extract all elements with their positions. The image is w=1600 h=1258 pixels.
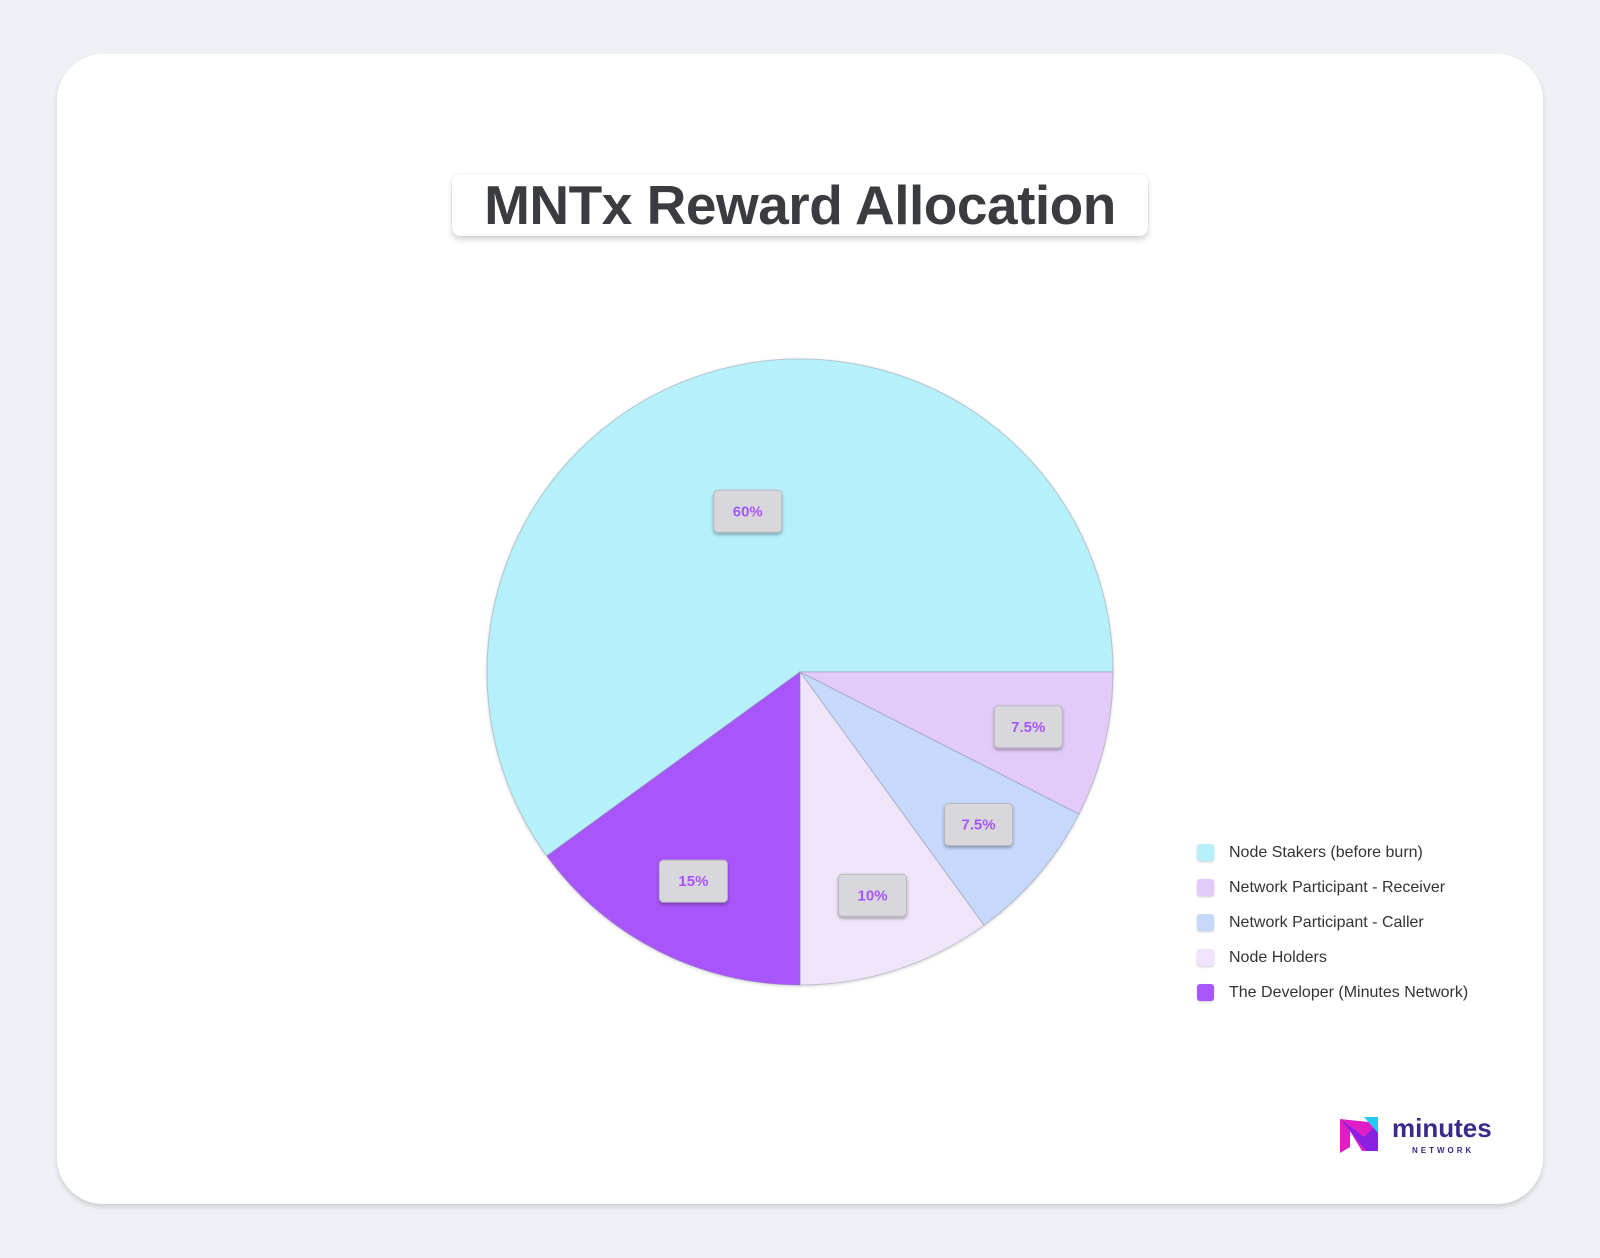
legend-swatch	[1197, 844, 1214, 861]
minutes-network-logo: minutes NETWORK	[1340, 1113, 1500, 1160]
value-label-text: 15%	[678, 873, 708, 890]
slice-value-label: 15%	[658, 859, 728, 903]
value-label-box	[993, 705, 1063, 749]
chart-title-box: MNTx Reward Allocation	[452, 174, 1148, 236]
pie-slice	[799, 671, 1080, 926]
value-label-text: 10%	[858, 887, 888, 904]
slice-value-label: 10%	[838, 873, 908, 917]
legend-label: Node Holders	[1229, 948, 1327, 966]
legend-item: Node Holders	[1197, 940, 1468, 975]
logo-word: minutes	[1392, 1113, 1492, 1143]
legend-item: The Developer (Minutes Network)	[1197, 975, 1468, 1010]
pie-slice	[546, 671, 801, 986]
value-label-box	[658, 859, 728, 903]
legend-item: Network Participant - Receiver	[1197, 870, 1468, 905]
logo-mark-icon	[1340, 1117, 1378, 1153]
value-label-box	[838, 873, 908, 917]
chart-legend: Node Stakers (before burn) Network Parti…	[1197, 835, 1468, 1010]
legend-item: Node Stakers (before burn)	[1197, 835, 1468, 870]
legend-label: The Developer (Minutes Network)	[1229, 983, 1469, 1001]
legend-label: Node Stakers (before burn)	[1229, 843, 1423, 861]
legend-label: Network Participant - Caller	[1229, 913, 1424, 931]
legend-swatch	[1197, 949, 1214, 966]
value-label-box	[713, 489, 783, 533]
logo-subtext: NETWORK	[1412, 1146, 1475, 1155]
value-label-text: 60%	[733, 503, 763, 520]
chart-title: MNTx Reward Allocation	[484, 173, 1116, 236]
value-label-box	[944, 802, 1014, 846]
value-label-text: 7.5%	[961, 816, 995, 833]
legend-swatch	[1197, 914, 1214, 931]
slice-value-label: 7.5%	[944, 802, 1014, 846]
slice-value-label: 7.5%	[993, 705, 1063, 749]
value-label-text: 7.5%	[1011, 719, 1045, 736]
legend-swatch	[1197, 879, 1214, 896]
pie-slice	[486, 358, 1114, 857]
legend-swatch	[1197, 984, 1214, 1001]
legend-item: Network Participant - Caller	[1197, 905, 1468, 940]
slice-value-label: 60%	[713, 489, 783, 533]
legend-label: Network Participant - Receiver	[1229, 878, 1446, 896]
